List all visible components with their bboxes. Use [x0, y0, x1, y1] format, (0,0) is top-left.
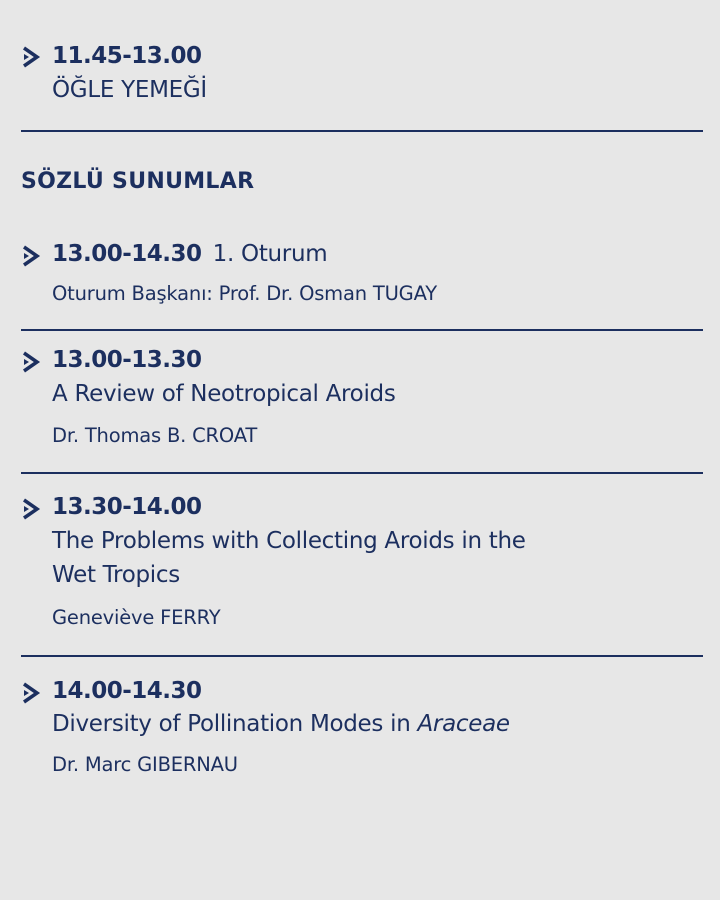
talk-title: A Review of Neotropical Aroids	[52, 381, 396, 407]
chevron-right-icon	[23, 682, 41, 704]
chevron-right-icon	[23, 498, 41, 520]
divider	[21, 655, 703, 657]
talk-speaker: Dr. Marc GIBERNAU	[52, 753, 238, 776]
lunch-title: ÖĞLE YEMEĞİ	[52, 77, 207, 103]
talk-title-line2: Wet Tropics	[52, 562, 180, 588]
divider	[21, 329, 703, 331]
chevron-right-icon	[23, 46, 41, 68]
section-title: SÖZLÜ SUNUMLAR	[21, 169, 255, 194]
talk-title-line1: The Problems with Collecting Aroids in t…	[52, 528, 526, 554]
session-heading: 13.00-14.30 1. Oturum	[52, 241, 328, 267]
talk-time: 13.30-14.00	[52, 494, 202, 520]
talk-title-text: Diversity of Pollination Modes in	[52, 711, 418, 737]
session-time: 13.00-14.30	[52, 241, 202, 267]
talk-title: Diversity of Pollination Modes in Aracea…	[52, 711, 510, 737]
talk-title-italic: Araceae	[417, 711, 510, 737]
session-chair: Oturum Başkanı: Prof. Dr. Osman TUGAY	[52, 282, 437, 305]
divider	[21, 472, 703, 474]
chevron-right-icon	[23, 245, 41, 267]
talk-speaker: Geneviève FERRY	[52, 606, 221, 629]
lunch-time: 11.45-13.00	[52, 43, 202, 69]
talk-time: 14.00-14.30	[52, 678, 202, 704]
session-title: 1. Oturum	[212, 241, 328, 267]
talk-time: 13.00-13.30	[52, 347, 202, 373]
talk-speaker: Dr. Thomas B. CROAT	[52, 424, 258, 447]
divider	[21, 130, 703, 132]
chevron-right-icon	[23, 351, 41, 373]
